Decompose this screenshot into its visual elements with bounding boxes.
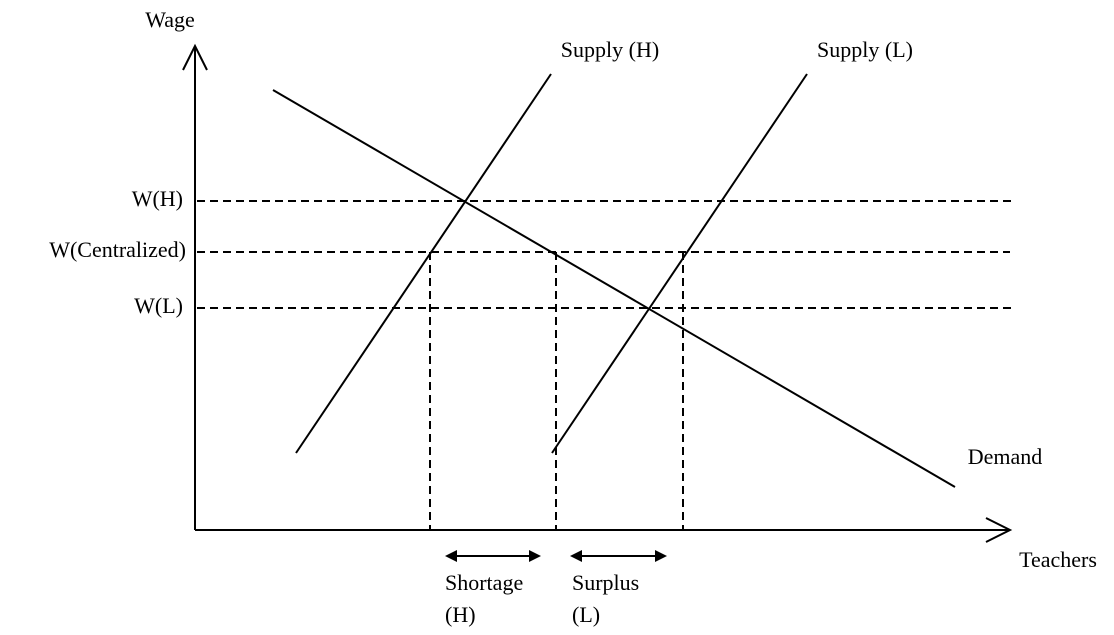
gap-label: Surplus — [572, 570, 639, 595]
wage-label: W(H) — [132, 186, 183, 211]
wage-label: W(L) — [134, 293, 183, 318]
gap-sublabel: (L) — [572, 602, 600, 627]
x-axis-label: Teachers — [1019, 547, 1097, 572]
supply-curve — [551, 73, 808, 454]
demand-curve — [272, 89, 956, 488]
curve-label: Supply (L) — [817, 37, 913, 62]
wage-label: W(Centralized) — [49, 237, 186, 262]
y-axis-label: Wage — [145, 7, 195, 32]
gap-label: Shortage — [445, 570, 523, 595]
curve-label: Demand — [968, 444, 1043, 469]
shortage-arrow — [445, 550, 541, 562]
supply-curve — [295, 73, 552, 454]
gap-sublabel: (H) — [445, 602, 476, 627]
y-axis-arrow — [182, 43, 208, 71]
curve-label: Supply (H) — [561, 37, 659, 62]
x-axis-arrow — [985, 517, 1013, 543]
surplus-arrow — [570, 550, 667, 562]
